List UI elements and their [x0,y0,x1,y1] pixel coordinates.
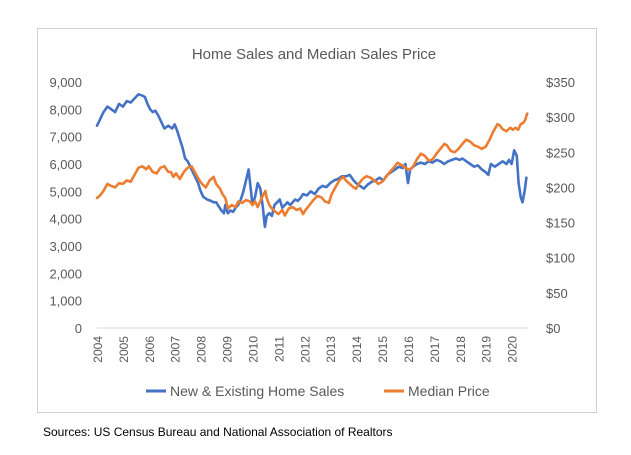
y-right-tick-label: $0 [546,321,560,336]
y-right-tick-label: $200 [546,180,575,195]
x-tick-label: 2005 [117,336,131,363]
y-left-tick-label: 1,000 [49,294,82,309]
y-left-tick-label: 0 [75,321,82,336]
y-left-tick-label: 7,000 [49,130,82,145]
x-tick-label: 2011 [272,336,286,362]
legend-price-label: Median Price [408,383,490,399]
y-left-tick-label: 5,000 [49,184,82,199]
x-tick-label: 2014 [350,336,364,363]
x-tick-label: 2012 [298,336,312,363]
price-series-line [95,112,529,217]
y-right-tick-label: $350 [546,75,575,90]
x-tick-label: 2016 [402,336,416,363]
y-left-tick-label: 4,000 [49,212,82,227]
y-right-tick-label: $250 [546,145,575,160]
x-tick-label: 2019 [480,336,494,363]
y-right-tick-label: $300 [546,110,575,125]
y-right-tick-label: $50 [546,286,568,301]
sales-series-line [95,93,528,229]
x-tick-label: 2008 [195,336,209,363]
x-tick-label: 2009 [221,336,235,363]
chart-frame: Home Sales and Median Sales Price 0 1,000… [37,28,597,413]
line-chart: Home Sales and Median Sales Price 0 1,000… [49,46,575,399]
x-tick-label: 2020 [506,336,520,363]
x-tick-label: 2015 [376,336,390,363]
x-tick-label: 2006 [143,336,157,363]
y-left-tick-label: 3,000 [49,239,82,254]
x-tick-label: 2007 [169,336,183,363]
x-tick-label: 2013 [324,336,338,363]
y-left-tick-label: 6,000 [49,157,82,172]
legend: New & Existing Home Sales Median Price [146,383,490,399]
legend-sales-label: New & Existing Home Sales [170,383,344,399]
x-tick-label: 2017 [428,336,442,363]
x-tick-label: 2018 [454,336,468,363]
y-left-tick-label: 8,000 [49,102,82,117]
y-left-tick-label: 9,000 [49,75,82,90]
source-note: Sources: US Census Bureau and National A… [43,425,393,439]
y-right-tick-label: $150 [546,216,575,231]
y-left-tick-label: 2,000 [49,266,82,281]
chart-title: Home Sales and Median Sales Price [192,46,436,63]
y-right-tick-label: $100 [546,251,575,266]
x-tick-label: 2010 [246,336,260,363]
x-tick-label: 2004 [91,336,105,363]
